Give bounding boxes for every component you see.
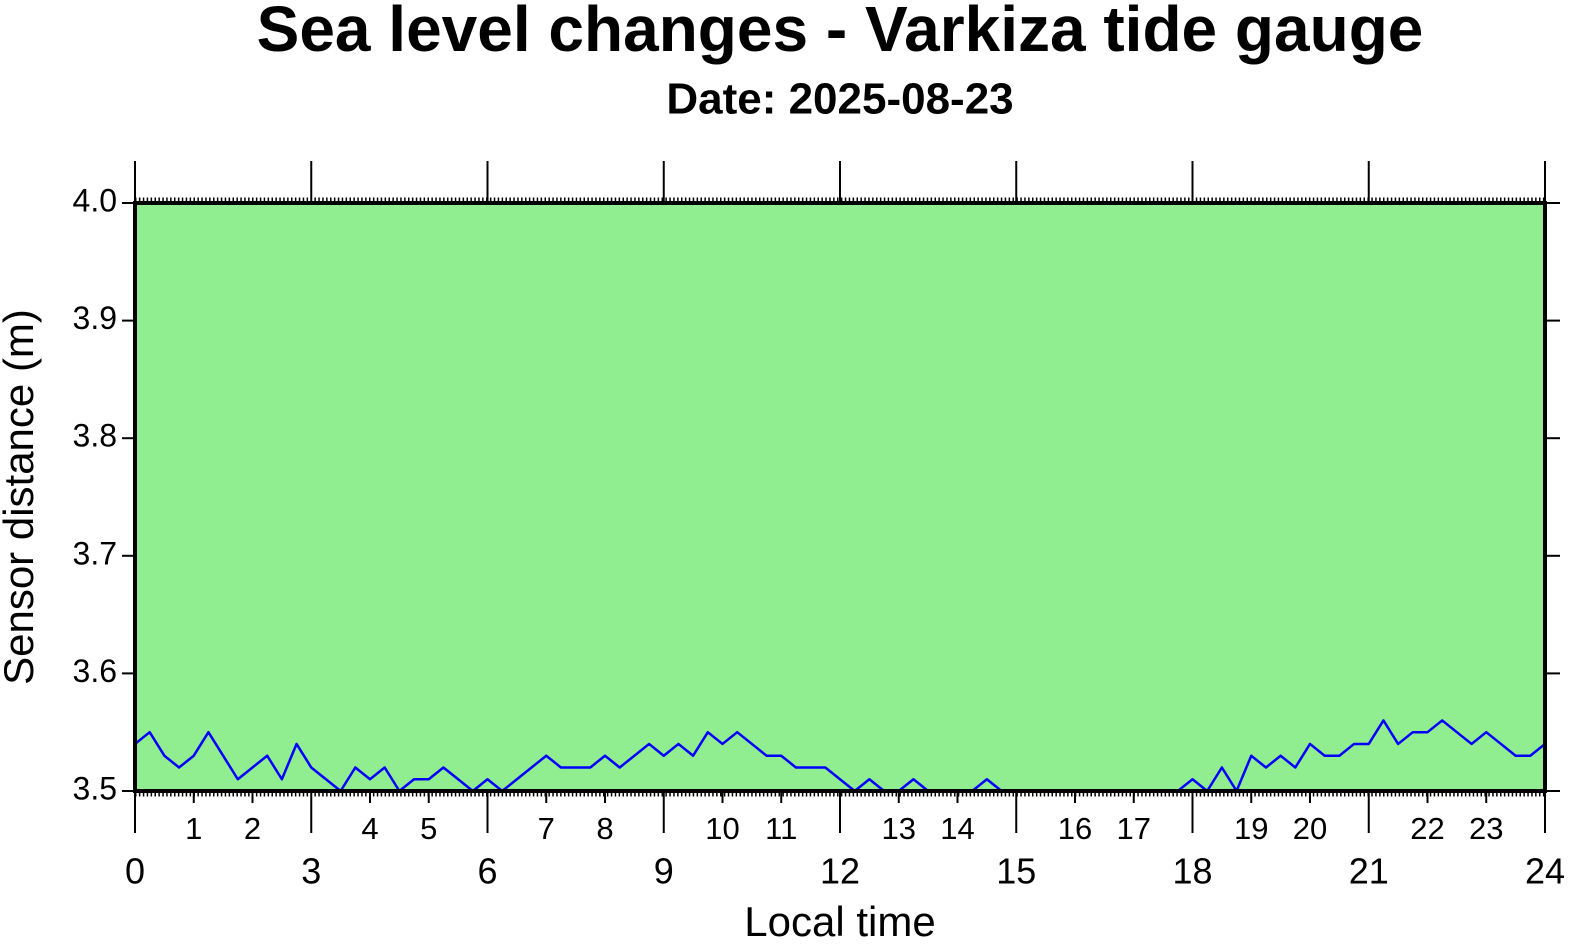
x-minor-tick-label: 1 [185,811,202,846]
x-tick-label: 6 [477,851,497,892]
plot-background [135,203,1545,791]
y-tick-label: 3.5 [73,770,117,806]
y-tick-label: 3.7 [73,535,117,571]
x-minor-tick-label: 23 [1469,811,1503,846]
x-tick-label: 15 [996,851,1036,892]
y-tick-label: 4.0 [73,182,117,218]
x-minor-tick-label: 10 [705,811,739,846]
x-axis-label: Local time [744,898,935,945]
data-line [134,719,1546,793]
x-minor-tick-label: 7 [538,811,555,846]
x-minor-tick-label: 11 [765,811,797,846]
x-minor-tick-label: 2 [244,811,261,846]
x-minor-tick-label: 5 [420,811,437,846]
x-tick-label: 0 [125,851,145,892]
y-tick-label: 3.6 [73,653,117,689]
x-tick-label: 12 [820,851,860,892]
x-tick-label: 3 [301,851,321,892]
plot-frame [133,201,1547,793]
x-minor-tick-label: 17 [1117,811,1151,846]
chart-title: Sea level changes - Varkiza tide gauge [257,0,1424,65]
x-tick-label: 9 [654,851,674,892]
y-axis-label: Sensor distance (m) [0,309,42,685]
x-minor-tick-label: 16 [1058,811,1092,846]
x-minor-tick-label: 4 [361,811,378,846]
y-tick-label: 3.8 [73,418,117,454]
x-minor-tick-label: 22 [1410,811,1444,846]
x-minor-tick-label: 13 [882,811,916,846]
x-minor-tick-label: 20 [1293,811,1327,846]
chart-subtitle: Date: 2025-08-23 [666,75,1013,124]
x-tick-label: 24 [1525,851,1565,892]
x-tick-label: 18 [1172,851,1212,892]
x-tick-label: 21 [1349,851,1389,892]
x-minor-tick-label: 19 [1234,811,1268,846]
x-minor-tick-label: 14 [940,811,974,846]
y-tick-label: 3.9 [73,300,117,336]
x-minor-tick-label: 8 [596,811,613,846]
